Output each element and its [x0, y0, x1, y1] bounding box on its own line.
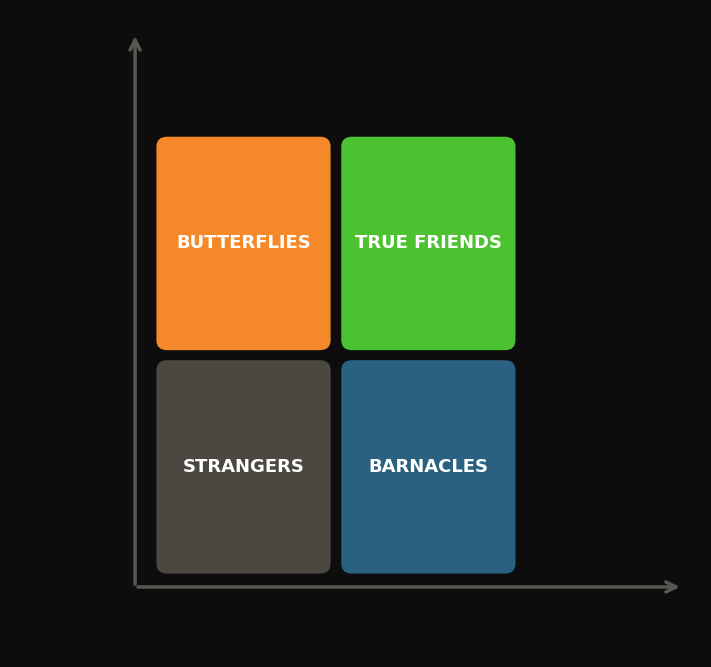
- FancyBboxPatch shape: [341, 360, 515, 574]
- FancyBboxPatch shape: [156, 360, 331, 574]
- Text: BARNACLES: BARNACLES: [368, 458, 488, 476]
- FancyBboxPatch shape: [341, 137, 515, 350]
- Text: TRUE FRIENDS: TRUE FRIENDS: [355, 235, 502, 252]
- Text: STRANGERS: STRANGERS: [183, 458, 304, 476]
- FancyBboxPatch shape: [156, 137, 331, 350]
- Text: BUTTERFLIES: BUTTERFLIES: [176, 235, 311, 252]
